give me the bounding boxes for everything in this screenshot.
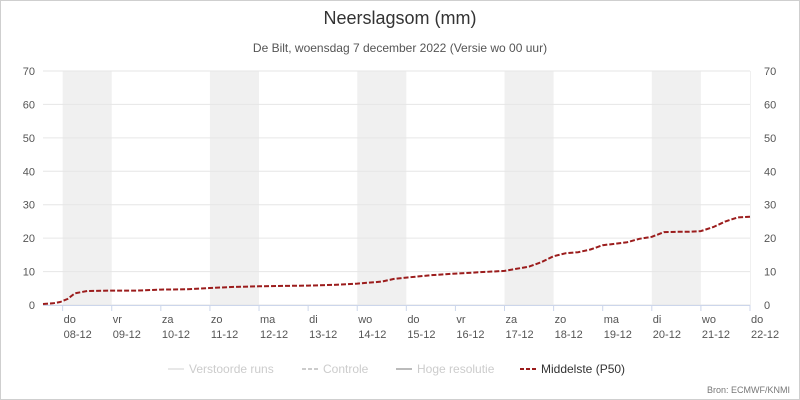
legend-item-label: Middelste (P50) bbox=[541, 362, 625, 376]
x-tick-date: 15-12 bbox=[407, 329, 435, 341]
day-band-0 bbox=[62, 71, 112, 305]
x-tick-date: 14-12 bbox=[358, 329, 386, 341]
y-tick-label-left: 70 bbox=[23, 66, 35, 78]
y-tick-label-left: 20 bbox=[23, 233, 35, 245]
day-band-2 bbox=[357, 71, 407, 305]
x-tick-day: zo bbox=[211, 314, 223, 326]
x-tick-date: 17-12 bbox=[506, 329, 534, 341]
x-tick-day: do bbox=[407, 314, 419, 326]
x-tick-day: di bbox=[653, 314, 662, 326]
y-tick-label-right: 50 bbox=[764, 133, 776, 145]
y-tick-label-left: 0 bbox=[29, 300, 35, 312]
y-tick-label-left: 40 bbox=[23, 166, 35, 178]
x-tick-date: 18-12 bbox=[555, 329, 583, 341]
y-tick-label-right: 30 bbox=[764, 200, 776, 212]
x-tick-date: 19-12 bbox=[604, 329, 632, 341]
x-tick-day: di bbox=[309, 314, 318, 326]
series-layer bbox=[42, 215, 751, 305]
y-tick-label-right: 40 bbox=[764, 166, 776, 178]
x-tick-date: 08-12 bbox=[64, 329, 92, 341]
x-tick-date: 09-12 bbox=[113, 329, 141, 341]
x-tick-day: za bbox=[506, 314, 519, 326]
day-shading bbox=[62, 71, 751, 305]
axes: 0 0 10 10 20 20 30 30 40 40 50 50 60 60 70 70 do 08-12 vr 0… bbox=[23, 66, 779, 341]
chart-subtitle: De Bilt, woensdag 7 december 2022 (Versi… bbox=[253, 41, 547, 55]
y-tick-label-right: 20 bbox=[764, 233, 776, 245]
x-tick-date: 20-12 bbox=[653, 329, 681, 341]
x-tick-date: 11-12 bbox=[211, 329, 238, 341]
y-tick-label-left: 30 bbox=[23, 200, 35, 212]
x-tick-day: vr bbox=[456, 314, 466, 326]
y-tick-label-left: 50 bbox=[23, 133, 35, 145]
y-tick-label-left: 10 bbox=[23, 267, 35, 279]
x-tick-day: ma bbox=[260, 314, 276, 326]
y-tick-label-left: 60 bbox=[23, 99, 35, 111]
x-tick-day: wo bbox=[357, 314, 372, 326]
y-tick-label-right: 0 bbox=[764, 300, 770, 312]
legend-item-label: Verstoorde runs bbox=[189, 362, 274, 376]
x-tick-day: ma bbox=[604, 314, 620, 326]
x-tick-date: 16-12 bbox=[456, 329, 484, 341]
x-tick-day: wo bbox=[701, 314, 716, 326]
y-tick-label-right: 10 bbox=[764, 267, 776, 279]
y-tick-label-right: 70 bbox=[764, 66, 776, 78]
x-tick-date: 13-12 bbox=[309, 329, 337, 341]
legend: Verstoorde runs Controle Hoge resolutie Mid… bbox=[168, 362, 625, 376]
x-tick-date: 12-12 bbox=[260, 329, 288, 341]
x-tick-day: do bbox=[64, 314, 76, 326]
day-band-5 bbox=[750, 71, 751, 305]
legend-item-label: Hoge resolutie bbox=[417, 362, 495, 376]
x-tick-day: za bbox=[162, 314, 175, 326]
y-tick-label-right: 60 bbox=[764, 99, 776, 111]
credits: Bron: ECMWF/KNMI bbox=[707, 385, 790, 395]
grid-lines bbox=[43, 70, 750, 306]
legend-item-label: Controle bbox=[323, 362, 369, 376]
x-tick-date: 22-12 bbox=[751, 329, 779, 341]
day-band-4 bbox=[651, 71, 701, 305]
x-tick-day: do bbox=[751, 314, 763, 326]
x-tick-date: 21-12 bbox=[702, 329, 730, 341]
x-tick-day: zo bbox=[555, 314, 567, 326]
x-tick-day: vr bbox=[113, 314, 123, 326]
x-tick-date: 10-12 bbox=[162, 329, 190, 341]
series-line-p50 bbox=[42, 215, 751, 305]
chart-title: Neerslagsom (mm) bbox=[323, 8, 476, 28]
day-band-1 bbox=[209, 71, 260, 305]
